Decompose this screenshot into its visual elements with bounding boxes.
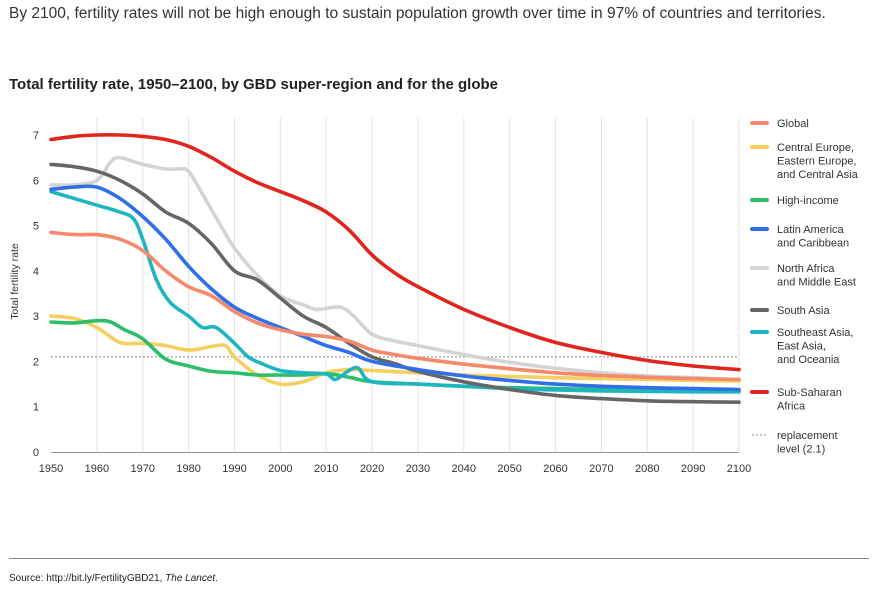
source-note: Source: http://bit.ly/FertilityGBD21, Th… bbox=[9, 573, 218, 584]
legend-label: Central Europe, bbox=[777, 142, 854, 154]
legend-label: Southeast Asia, bbox=[777, 327, 853, 339]
chart-title: Total fertility rate, 1950–2100, by GBD … bbox=[9, 76, 499, 93]
x-tick-label: 1990 bbox=[222, 463, 246, 475]
source-prefix: Source: http://bit.ly/FertilityGBD21, bbox=[9, 573, 166, 584]
y-tick-label: 7 bbox=[33, 130, 39, 142]
legend-label: South Asia bbox=[777, 305, 830, 317]
legend-label: Sub-Saharan bbox=[777, 387, 842, 399]
x-tick-label: 2090 bbox=[681, 463, 705, 475]
y-tick-label: 6 bbox=[33, 175, 39, 187]
fertility-line-chart: 1950 1960 1970 1980 1990 2000 2010 2020 2030 2040… bbox=[9, 118, 859, 475]
footer-divider bbox=[9, 558, 869, 559]
x-tick-label: 2010 bbox=[314, 463, 338, 475]
series-line-central-europe-eastern-europe-and-central-asia bbox=[49, 314, 741, 387]
x-tick-label: 2030 bbox=[406, 463, 430, 475]
x-tick-label: 2060 bbox=[543, 463, 567, 475]
y-tick-label: 3 bbox=[33, 311, 39, 323]
legend-label: Global bbox=[777, 118, 809, 130]
y-tick-label: 0 bbox=[33, 447, 39, 459]
series-line-global bbox=[49, 230, 741, 382]
x-tick-label: 1960 bbox=[85, 463, 109, 475]
y-axis-label: Total fertility rate bbox=[9, 243, 21, 320]
legend-label: Africa bbox=[777, 401, 806, 413]
series-line-north-africa-and-middle-east bbox=[49, 155, 741, 382]
x-tick-label: 1980 bbox=[176, 463, 200, 475]
legend-label: Eastern Europe, bbox=[777, 156, 857, 168]
x-tick-label: 1970 bbox=[130, 463, 154, 475]
legend-label-replacement: level (2.1) bbox=[777, 444, 825, 456]
x-tick-label: 2100 bbox=[727, 463, 751, 475]
headline: By 2100, fertility rates will not be hig… bbox=[9, 5, 826, 22]
legend-label: High-income bbox=[777, 195, 839, 207]
x-tick-label: 2020 bbox=[360, 463, 384, 475]
x-tick-label: 2070 bbox=[589, 463, 613, 475]
legend-label: East Asia, bbox=[777, 341, 826, 353]
y-tick-label: 1 bbox=[33, 402, 39, 414]
series-line-southeast-asia-east-asia-and-oceania bbox=[49, 189, 741, 394]
legend-label: Latin America bbox=[777, 224, 845, 236]
legend-label: and Central Asia bbox=[777, 169, 859, 181]
x-tick-label: 1950 bbox=[39, 463, 63, 475]
source-journal: The Lancet bbox=[165, 573, 216, 584]
legend-label: North Africa bbox=[777, 263, 835, 275]
y-tick-label: 2 bbox=[33, 356, 39, 368]
legend-label: and Middle East bbox=[777, 277, 856, 289]
x-tick-label: 2040 bbox=[452, 463, 476, 475]
x-tick-label: 2000 bbox=[268, 463, 292, 475]
legend-label-replacement: replacement bbox=[777, 430, 838, 442]
x-tick-label: 2080 bbox=[635, 463, 659, 475]
y-tick-label: 4 bbox=[33, 266, 39, 278]
legend-label: and Oceania bbox=[777, 354, 840, 366]
y-tick-label: 5 bbox=[33, 221, 39, 233]
series-line-sub-saharan-africa bbox=[49, 133, 741, 372]
x-tick-label: 2050 bbox=[497, 463, 521, 475]
series-line-latin-america-and-caribbean bbox=[49, 184, 741, 392]
source-suffix: . bbox=[215, 573, 218, 584]
legend-label: and Caribbean bbox=[777, 238, 849, 250]
series-line-south-asia bbox=[49, 162, 741, 404]
